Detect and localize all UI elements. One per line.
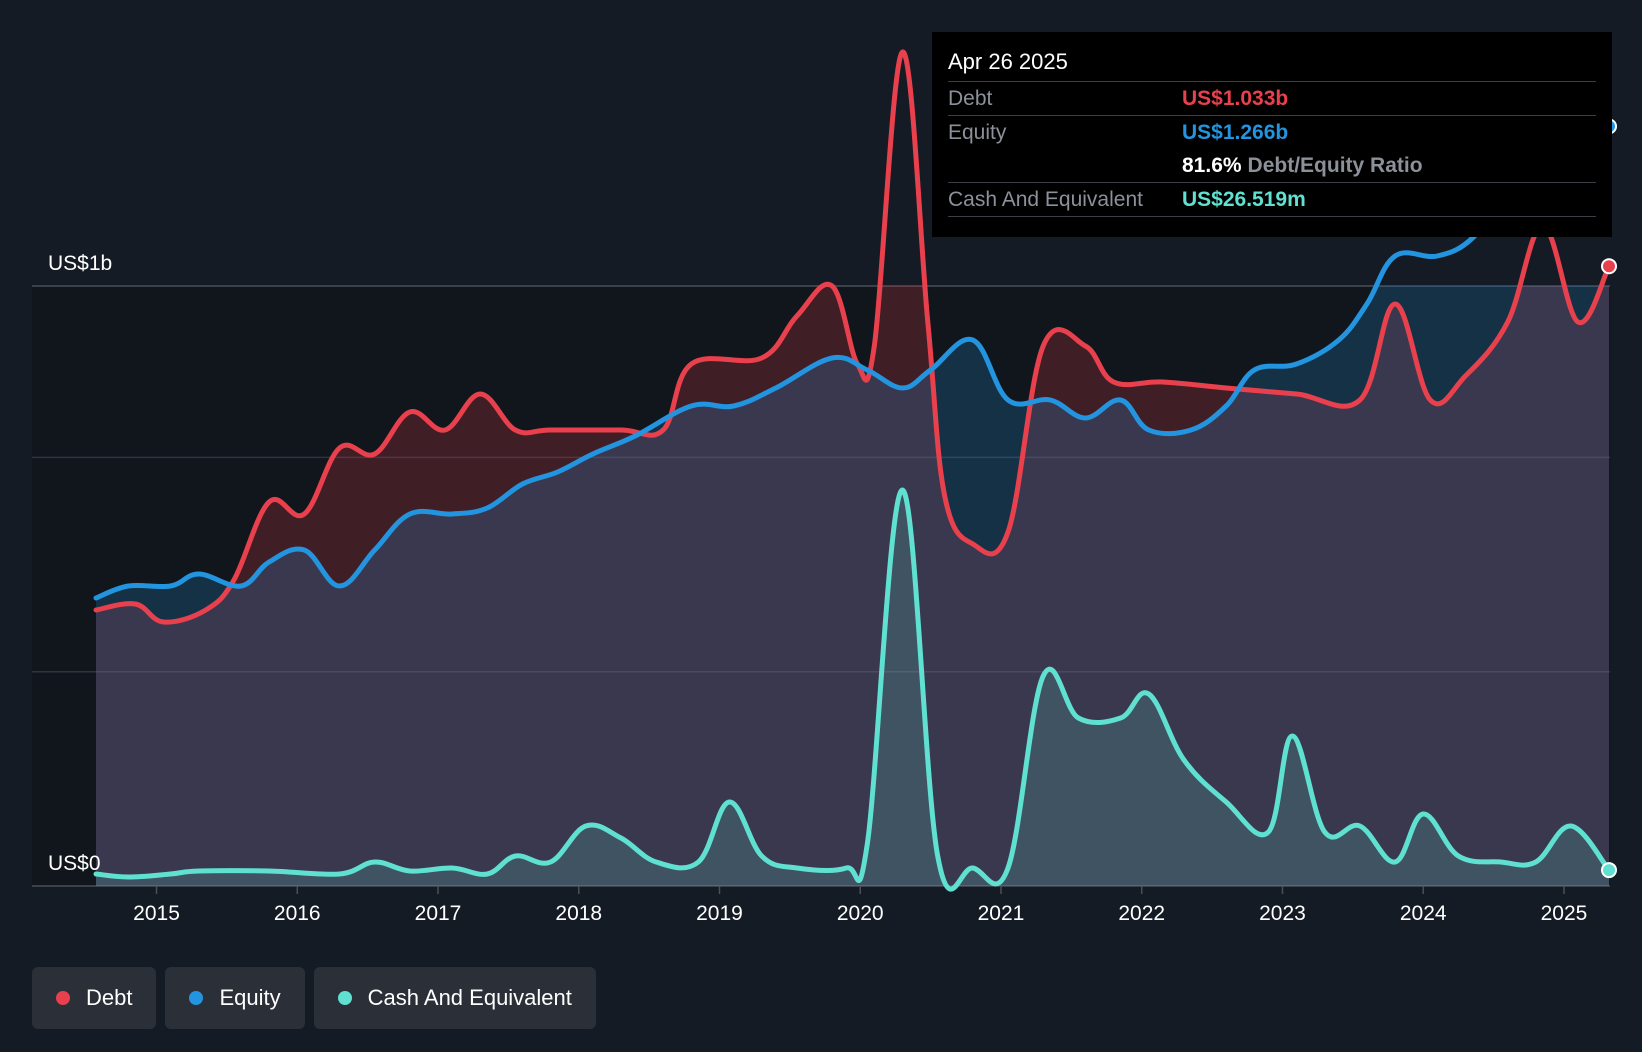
x-tick-label: 2021 [978, 902, 1025, 925]
area-equity [96, 286, 1609, 886]
y-axis-max-label: US$1b [48, 252, 112, 275]
legend-label-cash: Cash And Equivalent [367, 985, 572, 1010]
legend-item-equity[interactable]: Equity [165, 967, 305, 1029]
x-tick-label: 2018 [555, 902, 602, 925]
plot-background [32, 286, 1610, 886]
debt-equity-chart: 2015 2016 2017 2018 2019 2020 2021 2022 2023 2024… [32, 49, 1617, 925]
legend-label-debt: Debt [86, 985, 133, 1010]
tooltip-debt-row: Debt US$1.033b [948, 81, 1596, 115]
legend-item-cash[interactable]: Cash And Equivalent [313, 967, 596, 1029]
chart-legend: Debt Equity Cash And Equivalent [32, 967, 596, 1029]
legend-dot-debt-icon [56, 991, 70, 1005]
line-cash-and-equivalent [93, 487, 1612, 892]
x-tick-label: 2017 [415, 902, 462, 925]
tooltip-debt-label: Debt [948, 86, 993, 110]
x-tick-label: 2025 [1541, 902, 1588, 925]
x-tick-label: 2015 [133, 902, 180, 925]
tooltip-ratio-value: 81.6% [1182, 153, 1242, 177]
series-lines [93, 49, 1612, 892]
end-dot-debt [1601, 258, 1617, 275]
legend-item-debt[interactable]: Debt [32, 967, 157, 1029]
tooltip-cash-row: Cash And Equivalent US$26.519m [948, 182, 1596, 217]
grid-lines [32, 285, 1610, 887]
tooltip-equity-label: Equity [948, 120, 1007, 144]
area-debt [96, 286, 1609, 886]
x-tick-label: 2019 [696, 902, 743, 925]
tooltip-cash-label: Cash And Equivalent [948, 187, 1143, 211]
x-tick-label: 2022 [1118, 902, 1165, 925]
y-axis-min-label: US$0 [48, 852, 101, 875]
x-tick-label: 2023 [1259, 902, 1306, 925]
line-equity [93, 123, 1612, 601]
tooltip-ratio-label: Debt/Equity Ratio [1247, 153, 1423, 177]
tooltip-cash-value: US$26.519m [1182, 187, 1306, 211]
legend-dot-cash-icon [337, 991, 352, 1005]
tooltip-ratio-row: 81.6% Debt/Equity Ratio [948, 149, 1596, 182]
tooltip-date: Apr 26 2025 [948, 49, 1068, 74]
tooltip-equity-row: Equity US$1.266b [948, 115, 1596, 149]
tooltip-debt-value: US$1.033b [1182, 86, 1289, 110]
line-debt [93, 49, 1612, 625]
legend-label-equity: Equity [219, 985, 281, 1010]
tooltip-equity-value: US$1.266b [1182, 120, 1289, 144]
legend-dot-equity-icon [189, 991, 204, 1005]
x-axis-ticks: 2015 2016 2017 2018 2019 2020 2021 2022 2023 2024… [133, 886, 1587, 925]
x-tick-label: 2020 [837, 902, 884, 925]
end-dot-cash-and-equivalent [1601, 862, 1617, 879]
tooltip-panel: Apr 26 2025 Debt US$1.033b Equity US$1.2… [932, 32, 1612, 237]
x-tick-label: 2016 [274, 902, 321, 925]
x-tick-label: 2024 [1400, 902, 1447, 925]
series-areas [96, 286, 1609, 886]
